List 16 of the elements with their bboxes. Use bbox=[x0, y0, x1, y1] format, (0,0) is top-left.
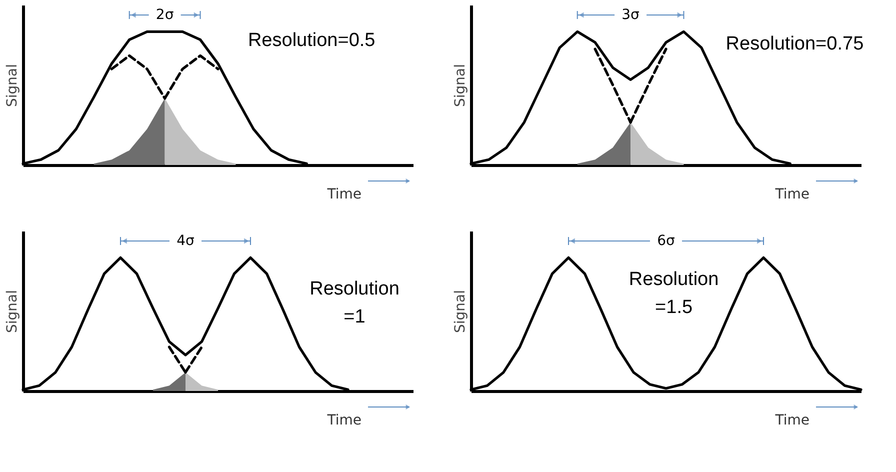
y-axis-title: Signal bbox=[4, 290, 20, 334]
x-axis-title: Time bbox=[326, 186, 362, 202]
x-axis-title: Time bbox=[326, 412, 362, 428]
text: 3σ bbox=[622, 7, 640, 23]
annotation: Resolution=0.75 bbox=[726, 33, 864, 54]
y-axis-title: Signal bbox=[4, 64, 20, 108]
text: 4σ bbox=[176, 233, 195, 249]
x-axis-title: Time bbox=[774, 186, 810, 202]
annotation: Resolution =1.5 bbox=[628, 269, 719, 318]
annotation: Resolution=0.5 bbox=[248, 30, 376, 52]
text: 2σ bbox=[156, 7, 174, 23]
y-axis-title: Signal bbox=[452, 64, 468, 108]
y-axis-title: Signal bbox=[452, 290, 468, 334]
text: 6σ bbox=[657, 233, 676, 249]
annotation: Resolution =1 bbox=[310, 278, 400, 328]
x-axis-title: Time bbox=[774, 412, 810, 428]
